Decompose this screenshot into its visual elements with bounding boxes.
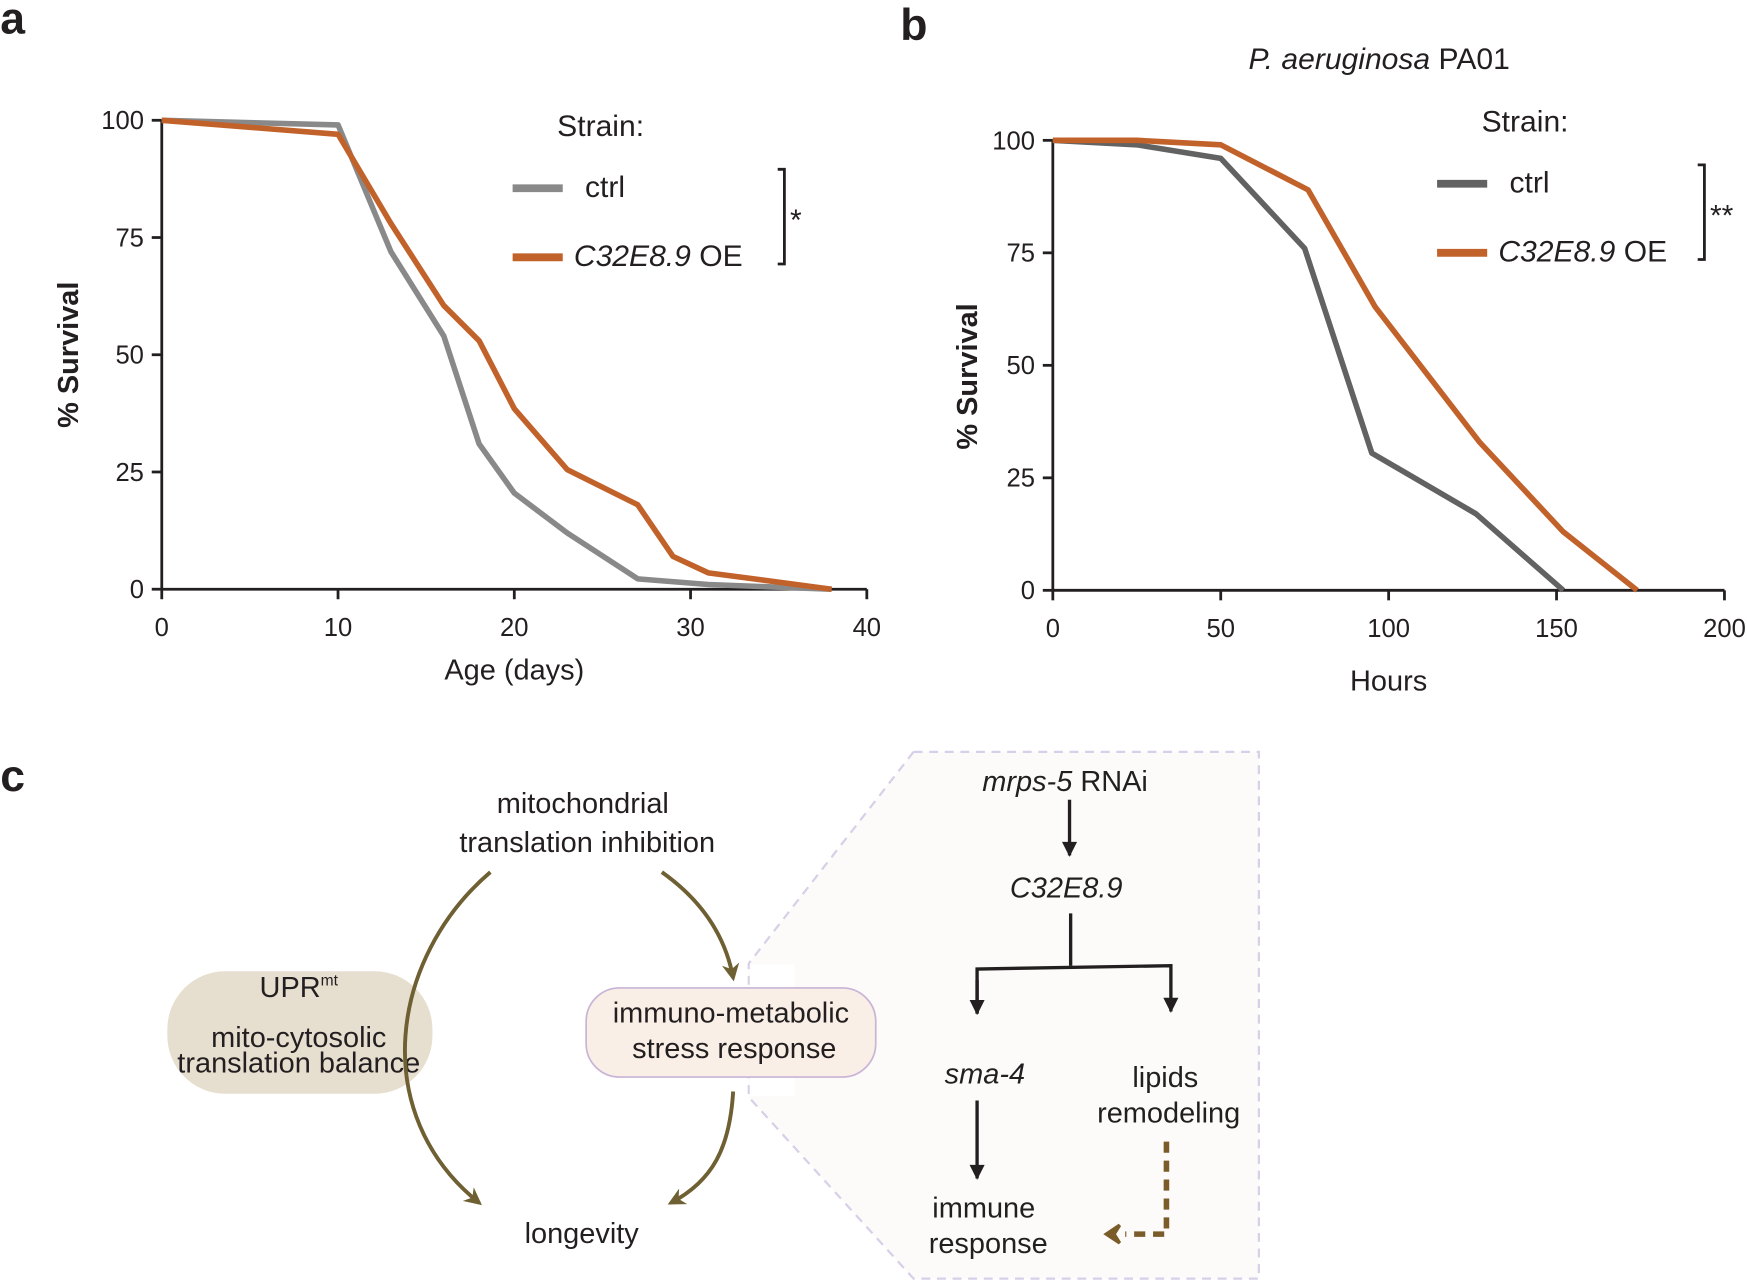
- y-axis-label: % Survival: [53, 282, 85, 428]
- x-tick-label: 10: [324, 614, 353, 642]
- y-tick-label: 75: [115, 224, 144, 252]
- x-tick-label: 30: [676, 614, 705, 642]
- y-tick-label: 75: [1007, 240, 1036, 268]
- survival-chart-pa01: 0 50 100 150 200 0 25 50 75 100 Hours % Survival Str…: [952, 105, 1746, 697]
- significance-stars: *: [790, 204, 802, 237]
- node-upr-box: [167, 971, 433, 1094]
- x-tick-label: 100: [1367, 615, 1410, 643]
- inset-lipids-line1: lipids: [1132, 1062, 1198, 1094]
- arrow-inhibition-to-stress: [660, 870, 740, 982]
- y-tick-label: 25: [115, 459, 144, 487]
- inset-background: [747, 750, 1260, 1280]
- legend-label-italic: C32E8.9: [574, 240, 691, 273]
- panel-label-c: c: [0, 752, 25, 801]
- node-stress-line1: immuno-metabolic: [613, 997, 849, 1029]
- x-tick-label: 200: [1703, 615, 1746, 643]
- legend-label: ctrl: [585, 171, 625, 204]
- arrow-stress-to-longevity: [667, 1091, 736, 1205]
- x-axis-label: Age (days): [444, 654, 584, 686]
- significance-stars: **: [1710, 200, 1734, 233]
- significance-bracket: [1697, 163, 1706, 261]
- panel-label-a: a: [0, 0, 26, 43]
- node-upr-line1: mito-cytosolic: [211, 1022, 386, 1054]
- inset-immune-line1: immune: [932, 1192, 1035, 1224]
- significance-bracket: [777, 167, 786, 266]
- inset-immune-line2: response: [929, 1228, 1048, 1260]
- dashed-arrow-lipids-to-immune: [1125, 1141, 1170, 1237]
- series-line-oe: [1052, 137, 1639, 593]
- series-line-ctrl: [1052, 137, 1566, 593]
- x-axis-label: Hours: [1350, 666, 1427, 698]
- inset-rnai: mrps-5 RNAi: [982, 766, 1148, 798]
- legend-label: C32E8.9 OE: [574, 240, 743, 273]
- node-upr-line2: translation balance: [177, 1048, 420, 1080]
- arrow-inhibition-to-longevity: [403, 870, 492, 1206]
- y-tick-label: 50: [1007, 352, 1036, 380]
- legend-label-italic: C32E8.9: [1498, 236, 1615, 269]
- x-tick-label: 150: [1535, 615, 1578, 643]
- y-tick-label: 50: [115, 342, 144, 370]
- x-tick-label: 0: [1046, 615, 1060, 643]
- y-tick-label: 0: [1021, 577, 1035, 605]
- legend-title: Strain:: [1482, 105, 1569, 138]
- inset-gene: C32E8.9: [1010, 873, 1123, 905]
- y-tick-label: 25: [1007, 465, 1036, 493]
- panel-label-b: b: [900, 1, 927, 50]
- y-tick-label: 100: [101, 107, 144, 135]
- x-tick-label: 40: [853, 614, 882, 642]
- inset-sma4: sma-4: [945, 1059, 1025, 1091]
- node-longevity: longevity: [525, 1218, 640, 1250]
- legend-label: C32E8.9 OE: [1498, 236, 1667, 269]
- legend-label: ctrl: [1509, 167, 1549, 200]
- x-tick-label: 0: [155, 614, 169, 642]
- inset-lipids-line2: remodeling: [1097, 1098, 1240, 1130]
- y-tick-label: 0: [130, 576, 144, 604]
- legend-title: Strain:: [557, 110, 644, 143]
- x-tick-label: 20: [500, 614, 529, 642]
- series-line-ctrl: [161, 117, 832, 592]
- y-axis-label: % Survival: [952, 303, 984, 449]
- node-mito-inhibition-line1: mitochondrial: [497, 788, 669, 820]
- y-tick-label: 100: [992, 127, 1035, 155]
- dashed-arrow-head-icon: [1103, 1223, 1122, 1245]
- legend-label-suffix: OE: [691, 240, 743, 273]
- series-line-oe: [161, 117, 832, 592]
- node-stress-box: [585, 987, 877, 1078]
- x-tick-label: 50: [1206, 615, 1235, 643]
- legend-label-suffix: OE: [1615, 236, 1667, 269]
- node-mito-inhibition-line2: translation inhibition: [459, 827, 715, 859]
- node-upr-title: UPRmt: [260, 972, 339, 1004]
- chart-b-title: P. aeruginosa PA01: [1249, 43, 1510, 76]
- node-stress-line2: stress response: [632, 1033, 836, 1065]
- survival-chart-age: 0 10 20 30 40 0 25 50 75 100 Age (days) % Survival S…: [53, 107, 881, 686]
